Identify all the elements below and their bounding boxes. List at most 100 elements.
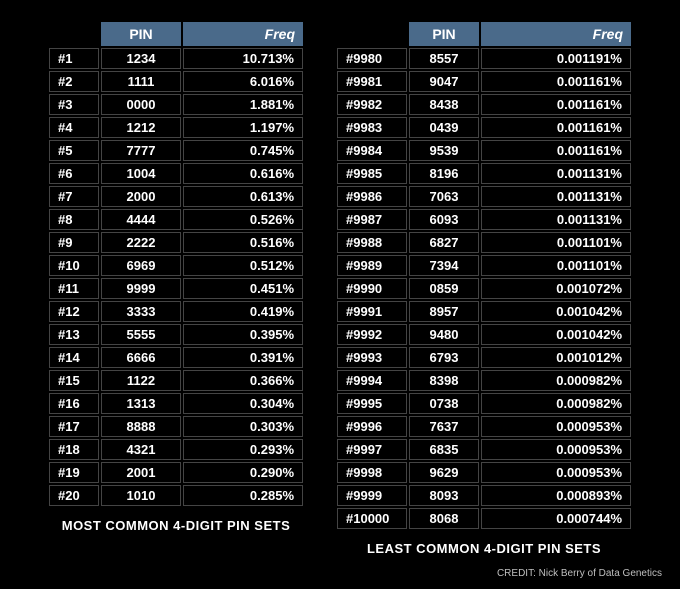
pin-cell: 1313 [101,393,181,414]
table-row: #922220.516% [49,232,303,253]
table-row: #999507380.000982% [337,393,631,414]
pin-cell: 8068 [409,508,479,529]
pin-header: PIN [409,22,479,46]
pin-cell: 9539 [409,140,479,161]
rank-cell: #9981 [337,71,407,92]
table-row: #1511220.366% [49,370,303,391]
table-row: #1000080680.000744% [337,508,631,529]
table-row: #577770.745% [49,140,303,161]
rank-cell: #16 [49,393,99,414]
freq-cell: 0.391% [183,347,303,368]
table-row: #998760930.001131% [337,209,631,230]
rank-cell: #5 [49,140,99,161]
rank-cell: #8 [49,209,99,230]
rank-cell: #17 [49,416,99,437]
pin-header: PIN [101,22,181,46]
freq-cell: 0.000744% [481,508,631,529]
table-row: #1355550.395% [49,324,303,345]
pin-cell: 7777 [101,140,181,161]
most-common-table: PIN Freq #1123410.713%#211116.016%#30000… [47,20,305,508]
freq-cell: 10.713% [183,48,303,69]
freq-cell: 0.001072% [481,278,631,299]
freq-cell: 0.001161% [481,117,631,138]
rank-cell: #14 [49,347,99,368]
freq-cell: 0.516% [183,232,303,253]
freq-cell: 0.290% [183,462,303,483]
rank-cell: #9992 [337,324,407,345]
freq-cell: 0.000982% [481,393,631,414]
freq-cell: 0.001131% [481,186,631,207]
freq-cell: 1.197% [183,117,303,138]
rank-cell: #9993 [337,347,407,368]
freq-cell: 0.001012% [481,347,631,368]
freq-cell: 0.745% [183,140,303,161]
pin-cell: 8093 [409,485,479,506]
pin-cell: 8398 [409,370,479,391]
pin-cell: 4321 [101,439,181,460]
pin-cell: 6093 [409,209,479,230]
rank-cell: #9983 [337,117,407,138]
freq-cell: 0.001161% [481,140,631,161]
freq-cell: 1.881% [183,94,303,115]
most-common-panel: PIN Freq #1123410.713%#211116.016%#30000… [47,20,305,556]
table-row: #998495390.001161% [337,140,631,161]
freq-cell: 0.001042% [481,301,631,322]
pin-cell: 5555 [101,324,181,345]
pin-cell: 8888 [101,416,181,437]
table-row: #1788880.303% [49,416,303,437]
table-row: #998284380.001161% [337,94,631,115]
pin-cell: 2001 [101,462,181,483]
pin-cell: 0859 [409,278,479,299]
pin-cell: 0000 [101,94,181,115]
freq-cell: 0.303% [183,416,303,437]
rank-cell: #1 [49,48,99,69]
rank-cell: #9 [49,232,99,253]
pin-cell: 8557 [409,48,479,69]
pin-cell: 4444 [101,209,181,230]
rank-cell: #10000 [337,508,407,529]
table-row: #1123410.713% [49,48,303,69]
least-common-caption: LEAST COMMON 4-DIGIT PIN SETS [367,541,601,556]
table-row: #1920010.290% [49,462,303,483]
freq-cell: 0.395% [183,324,303,345]
rank-cell: #13 [49,324,99,345]
table-row: #999896290.000953% [337,462,631,483]
rank-cell: #20 [49,485,99,506]
freq-cell: 0.000953% [481,462,631,483]
rank-cell: #19 [49,462,99,483]
credit-line: CREDIT: Nick Berry of Data Genetics [497,568,662,579]
rank-cell: #12 [49,301,99,322]
rank-cell: #6 [49,163,99,184]
rank-cell: #15 [49,370,99,391]
rank-cell: #9986 [337,186,407,207]
rank-header [337,22,407,46]
freq-cell: 0.526% [183,209,303,230]
freq-cell: 0.001131% [481,209,631,230]
table-row: #998581960.001131% [337,163,631,184]
rank-cell: #4 [49,117,99,138]
table-row: #844440.526% [49,209,303,230]
freq-cell: 0.512% [183,255,303,276]
freq-cell: 0.001131% [481,163,631,184]
pin-cell: 1234 [101,48,181,69]
tables-container: PIN Freq #1123410.713%#211116.016%#30000… [0,0,680,556]
rank-cell: #10 [49,255,99,276]
table-row: #1199990.451% [49,278,303,299]
freq-cell: 0.001161% [481,94,631,115]
pin-cell: 6666 [101,347,181,368]
freq-cell: 0.000982% [481,370,631,391]
freq-cell: 0.000953% [481,439,631,460]
pin-cell: 6827 [409,232,479,253]
table-row: #999189570.001042% [337,301,631,322]
pin-cell: 9047 [409,71,479,92]
rank-cell: #9984 [337,140,407,161]
pin-cell: 1004 [101,163,181,184]
pin-cell: 2000 [101,186,181,207]
pin-cell: 9629 [409,462,479,483]
freq-header: Freq [183,22,303,46]
rank-cell: #9997 [337,439,407,460]
rank-cell: #9990 [337,278,407,299]
pin-cell: 6835 [409,439,479,460]
freq-header: Freq [481,22,631,46]
table-row: #998304390.001161% [337,117,631,138]
